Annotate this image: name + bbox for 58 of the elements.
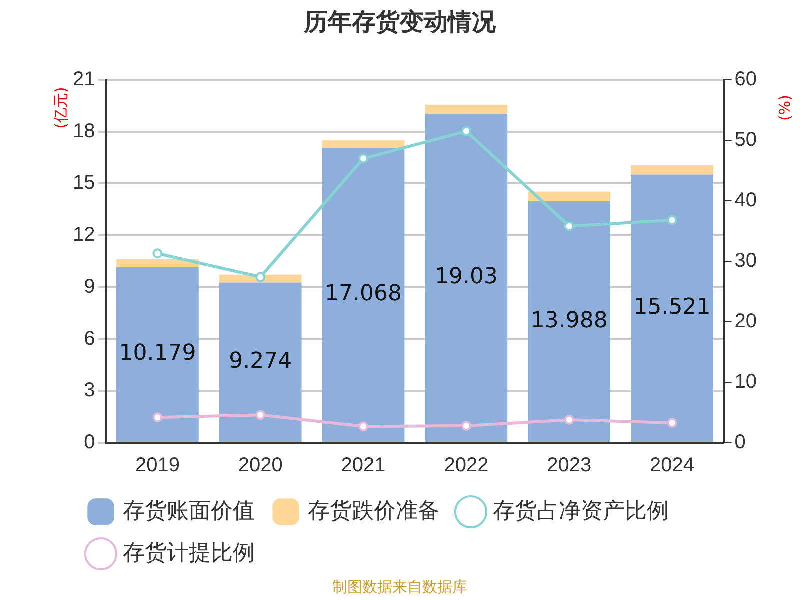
bar <box>219 282 302 442</box>
bar <box>425 114 508 442</box>
point <box>256 272 266 282</box>
legend-label: 存货计提比例 <box>123 540 255 566</box>
text: 制图数据来自数据库 <box>332 578 468 597</box>
y-tick-label: 9 <box>84 276 96 298</box>
data-label: 9.274 <box>229 349 292 374</box>
point <box>152 412 163 423</box>
point <box>564 221 574 232</box>
point <box>667 215 678 226</box>
bar <box>322 148 405 442</box>
data-label: 13.988 <box>530 308 608 334</box>
bar <box>631 165 714 175</box>
data-label: 19.03 <box>434 264 498 290</box>
bar <box>116 259 199 268</box>
point <box>358 422 369 432</box>
point <box>256 410 266 420</box>
point <box>564 415 574 426</box>
x-tick-label: 2019 <box>135 454 180 477</box>
point <box>152 248 163 259</box>
chart-title: 历年存货变动情况 <box>302 7 497 38</box>
legend-label: 存货占净资产比例 <box>493 498 669 524</box>
x-tick-label: 2021 <box>341 454 386 477</box>
y-tick-label: 0 <box>84 432 96 454</box>
y2-tick-label: 10 <box>734 371 758 394</box>
y2-tick-label: 50 <box>734 129 758 152</box>
x-tick-label: 2022 <box>444 454 489 477</box>
y-tick-label: 18 <box>72 120 96 142</box>
y-axis-title: (亿元) <box>52 87 70 129</box>
y2-tick-label: 30 <box>734 250 758 272</box>
point <box>667 418 678 428</box>
bar <box>425 104 508 114</box>
bar <box>528 192 611 202</box>
data-label: 10.179 <box>119 341 196 366</box>
y-tick-label: 12 <box>72 224 96 246</box>
legend-label: 存货账面价值 <box>123 498 255 524</box>
data-label: 17.068 <box>325 282 402 307</box>
y-tick-label: 6 <box>84 328 96 350</box>
point <box>461 421 472 432</box>
x-tick-label: 2024 <box>650 454 695 477</box>
legend-label: 存货跌价准备 <box>308 498 440 524</box>
bar <box>631 174 714 442</box>
bar <box>116 267 199 442</box>
y-tick-label: 21 <box>72 68 96 91</box>
data-label: 15.521 <box>634 295 711 320</box>
y2-tick-label: 40 <box>734 190 758 212</box>
x-tick-label: 2023 <box>547 454 592 477</box>
point <box>461 126 472 136</box>
y2-tick-label: 60 <box>734 68 758 91</box>
x-tick-label: 2020 <box>238 454 283 477</box>
y2-tick-label: 20 <box>734 310 758 333</box>
y-tick-label: 15 <box>72 172 96 194</box>
y2-axis-title: (%) <box>776 95 794 121</box>
bar <box>528 201 611 442</box>
bar <box>322 140 405 148</box>
y-tick-label: 3 <box>84 380 96 402</box>
y2-tick-label: 0 <box>734 432 746 454</box>
point <box>358 154 369 164</box>
